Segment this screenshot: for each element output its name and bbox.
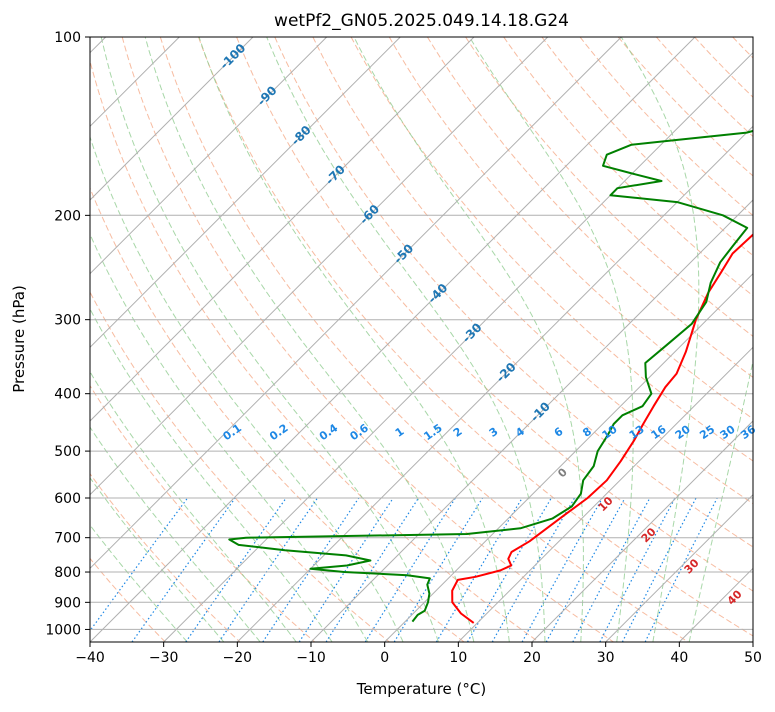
mixing-ratio-label: 6 — [552, 425, 566, 440]
temperature-profile-line — [452, 37, 775, 623]
isotherm-line — [0, 37, 253, 642]
x-axis-label: Temperature (°C) — [356, 680, 486, 698]
isotherm-line — [90, 37, 695, 642]
mixing-ratio-label: 0.2 — [267, 421, 290, 443]
y-tick-label: 700 — [54, 531, 81, 547]
x-tick-label: 40 — [670, 650, 688, 666]
x-tick-label: 50 — [744, 650, 762, 666]
moist-adiabat-line — [33, 37, 368, 642]
x-tick-label: 20 — [523, 650, 541, 666]
x-tick-label: 30 — [597, 650, 615, 666]
x-tick-label: −10 — [296, 650, 326, 666]
mixing-ratio-line — [645, 498, 717, 642]
mixing-ratio-label: 2 — [451, 425, 465, 440]
isotherm-line — [237, 37, 775, 642]
mixing-ratio-label: 0.1 — [221, 421, 244, 443]
dry-adiabat-line — [733, 37, 775, 642]
dry-adiabat-line — [237, 37, 775, 642]
dry-adiabat-line — [0, 37, 315, 642]
isotherm-line — [0, 37, 400, 642]
profile-lines — [229, 37, 775, 623]
moist-adiabat-line — [64, 37, 403, 642]
dry-adiabat-line — [542, 37, 775, 642]
moist-adiabat-label: 20 — [639, 525, 659, 545]
moist-adiabat-line — [0, 37, 260, 642]
mixing-ratio-label: 0.4 — [317, 421, 341, 443]
x-tick-label: −40 — [75, 650, 105, 666]
y-tick-label: 900 — [54, 595, 81, 611]
y-tick-label: 100 — [54, 30, 81, 46]
moist-adiabat-line — [470, 37, 634, 642]
y-tick-label: 300 — [54, 313, 81, 329]
moist-adiabat-label: 0 — [555, 465, 570, 480]
background-lines — [0, 37, 775, 642]
mixing-ratio-label: 0.6 — [347, 421, 371, 443]
isotherm-line — [0, 37, 327, 642]
y-tick-label: 400 — [54, 387, 81, 403]
x-tick-label: −30 — [149, 650, 179, 666]
isotherm-line — [16, 37, 621, 642]
mixing-ratio-label: 1 — [393, 425, 407, 440]
y-tick-label: 600 — [54, 491, 81, 507]
mixing-ratio-line — [600, 498, 675, 642]
mixing-ratio-label: 3 — [487, 425, 501, 440]
moist-adiabat-line — [5, 37, 332, 642]
dry-adiabat-line — [427, 37, 775, 642]
mixing-ratio-label: 20 — [673, 422, 693, 442]
isotherm-line — [385, 37, 775, 642]
y-tick-label: 800 — [54, 565, 81, 581]
moist-adiabat-label: 30 — [682, 556, 702, 576]
isotherm-line — [0, 37, 474, 642]
moist-adiabat-label: 10 — [596, 494, 616, 514]
dry-adiabat-line — [8, 37, 390, 642]
mixing-ratio-line — [326, 498, 418, 642]
x-tick-label: −20 — [223, 650, 253, 666]
mixing-ratio-line — [365, 498, 455, 642]
mixing-ratio-label: 25 — [697, 423, 717, 442]
moist-adiabat-label: 40 — [725, 587, 745, 607]
mixing-ratio-label: 16 — [649, 422, 669, 442]
y-axis-label: Pressure (hPa) — [10, 285, 28, 393]
x-tick-label: 0 — [380, 650, 389, 666]
dry-adiabat-line — [771, 37, 775, 642]
mixing-ratio-line — [132, 498, 235, 642]
dry-adiabat-line — [351, 37, 775, 642]
dry-adiabat-line — [275, 37, 775, 642]
y-tick-label: 1000 — [45, 622, 81, 638]
y-tick-label: 500 — [54, 444, 81, 460]
isotherm-line — [753, 37, 775, 642]
dry-adiabat-line — [160, 37, 688, 642]
dry-adiabat-line — [504, 37, 775, 642]
isotherm-line — [532, 37, 775, 642]
mixing-ratio-line — [263, 498, 359, 642]
mixing-ratio-label: 36 — [738, 422, 758, 442]
mixing-ratio-label: 8 — [580, 425, 594, 440]
dry-adiabat-line — [0, 37, 240, 642]
mixing-ratio-line — [219, 498, 318, 642]
dry-adiabat-line — [695, 37, 775, 642]
mixing-ratio-line — [82, 498, 188, 642]
moist-adiabat-line — [689, 37, 775, 642]
isotherm-line — [679, 37, 775, 642]
chart-title: wetPf2_GN05.2025.049.14.18.G24 — [274, 11, 569, 31]
mixing-ratio-label: 13 — [627, 423, 647, 442]
y-tick-label: 200 — [54, 208, 81, 224]
dry-adiabat-line — [389, 37, 775, 642]
moist-adiabat-line — [0, 37, 187, 642]
x-tick-label: 10 — [449, 650, 467, 666]
